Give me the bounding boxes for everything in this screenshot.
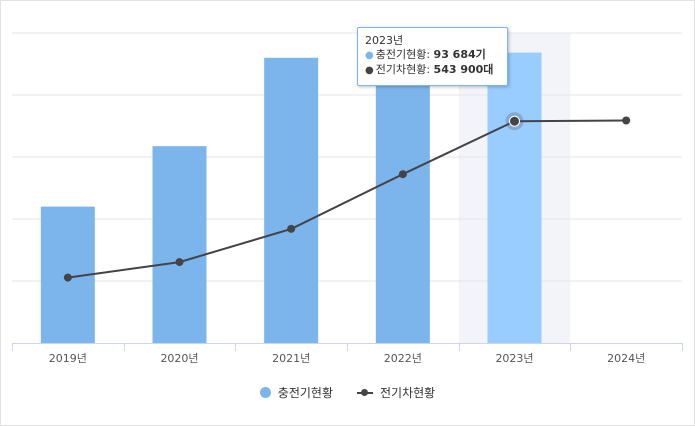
legend-item-chargers[interactable]: 충전기현황 (259, 384, 333, 401)
x-tick-label: 2024년 (607, 352, 645, 365)
line-point (287, 224, 296, 233)
tooltip-header: 2023년 (365, 34, 404, 47)
line-point (509, 115, 520, 127)
line-point (398, 170, 407, 179)
tooltip-row-evs: ● 전기차현황: 543 900대 (365, 63, 494, 76)
bar (375, 57, 430, 344)
tooltip-row1-name: 충전기현황 (375, 48, 427, 61)
legend-line-swatch (357, 387, 373, 398)
line-series (67, 119, 627, 279)
x-tick-label: 2023년 (495, 352, 533, 365)
bar (264, 57, 319, 344)
legend: 충전기현황 전기차현황 (0, 384, 695, 401)
x-tick-label: 2022년 (384, 352, 422, 365)
line-point (175, 258, 184, 267)
line-point (622, 116, 631, 125)
x-tick-label: 2019년 (49, 352, 87, 365)
tooltip-row-chargers: ● 충전기현황: 93 684기 (365, 48, 486, 61)
tooltip-row1-value: 93 684기 (433, 48, 486, 61)
x-tick-label: 2021년 (272, 352, 310, 365)
legend-item-evs[interactable]: 전기차현황 (357, 384, 435, 401)
tooltip: 2023년 ● 충전기현황: 93 684기 ● 전기차현황: 543 900대 (357, 27, 508, 86)
legend-bar-label: 충전기현황 (277, 386, 333, 400)
tooltip-row2-value: 543 900대 (433, 63, 494, 76)
legend-line-label: 전기차현황 (380, 386, 436, 400)
tooltip-row2-name: 전기차현황 (375, 63, 427, 76)
bar (487, 52, 542, 344)
tooltip-bar-dot: ● (365, 50, 374, 61)
line-point (63, 273, 72, 282)
tooltip-line-dot: ● (365, 65, 374, 76)
bar (152, 146, 207, 343)
legend-bar-swatch (259, 387, 271, 398)
x-tick-label: 2020년 (160, 352, 198, 365)
